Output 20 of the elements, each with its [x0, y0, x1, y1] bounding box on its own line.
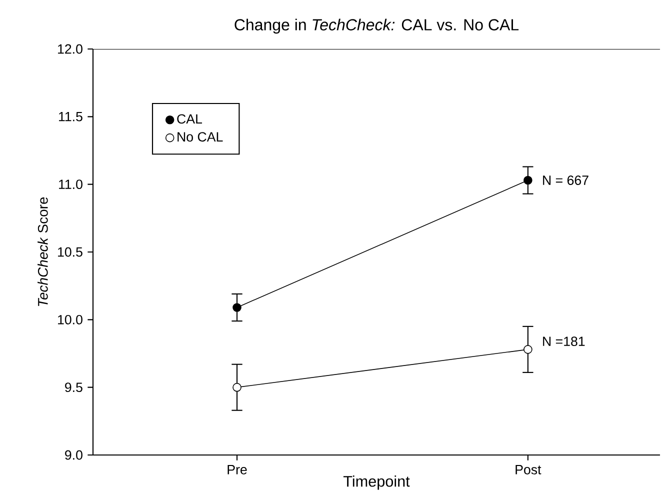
chart-title: Change in TechCheck: CAL vs. No CAL — [234, 18, 519, 34]
point — [232, 303, 242, 312]
y-tick-label: 10.0 — [58, 314, 82, 324]
legend-label: CAL — [177, 114, 202, 124]
y-tick-label: 11.0 — [59, 180, 82, 190]
y-tick-label: 9.5 — [65, 382, 82, 392]
point — [524, 345, 532, 354]
x-axis-title: Timepoint — [343, 476, 410, 490]
y-tick-label: 11.5 — [59, 112, 82, 122]
y-tick-label: 10.5 — [58, 247, 82, 257]
annotation: N = 667 — [543, 176, 588, 185]
y-axis-title: TechCheck Score — [38, 197, 48, 306]
y-tick-label: 9.0 — [65, 450, 82, 460]
y-tick-label: 12.0 — [58, 44, 82, 54]
legend-label: No CAL — [178, 132, 223, 142]
x-tick-label: Pre — [228, 465, 247, 474]
point — [232, 382, 242, 392]
annotation: N =181 — [543, 336, 585, 346]
point — [524, 176, 532, 185]
x-tick-label: Post — [516, 465, 542, 474]
